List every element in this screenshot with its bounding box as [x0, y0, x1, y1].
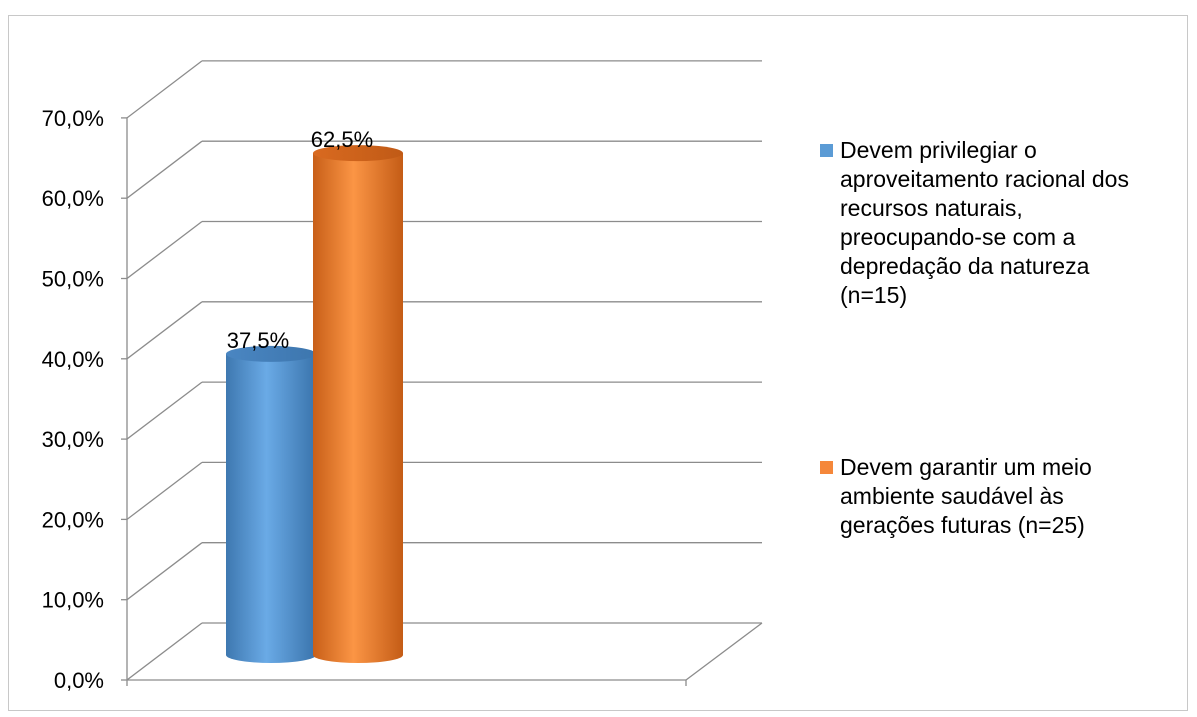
legend-label-series-1: Devem privilegiar o aproveitamento racio…: [840, 137, 1129, 308]
legend-label-series-2: Devem garantir um meio ambiente saudável…: [840, 454, 1092, 538]
floor-edge-right: [685, 622, 763, 681]
grid-line-side-3: [126, 381, 203, 440]
bar-top-0: [226, 345, 316, 362]
legend-item-series-1: Devem privilegiar o aproveitamento racio…: [820, 136, 1160, 310]
y-tick-label-4: 40,0%: [42, 347, 104, 372]
y-tick-label-3: 30,0%: [42, 427, 104, 452]
bars: [226, 145, 403, 663]
bar-blue: [226, 345, 316, 663]
bar-top-1: [313, 145, 403, 162]
y-tick-label-7: 70,0%: [42, 106, 104, 131]
grid-line-side-5: [126, 220, 203, 280]
grid-line-side-2: [126, 461, 203, 520]
y-tick-label-1: 10,0%: [42, 588, 104, 613]
data-label-0: 37,5%: [227, 328, 289, 353]
bar-body-1: [313, 153, 403, 663]
grid-line-side-0: [126, 622, 203, 681]
grid-line-side-6: [126, 140, 203, 199]
y-tick-label-5: 50,0%: [42, 267, 104, 292]
chart-frame: [8, 15, 1188, 711]
axes: [126, 117, 763, 686]
y-tick-label-6: 60,0%: [42, 186, 104, 211]
legend-item-series-2: Devem garantir um meio ambiente saudável…: [820, 453, 1160, 540]
y-tick-label-0: 0,0%: [54, 668, 104, 693]
y-axis-tick-labels: 0,0% 10,0% 20,0% 30,0% 40,0% 50,0% 60,0% 70,0%: [42, 106, 127, 693]
grid-line-side-1: [126, 542, 203, 601]
legend-swatch-blue: [820, 144, 833, 157]
legend-swatch-orange: [820, 461, 833, 474]
grid-line-side-4: [126, 301, 203, 360]
data-labels: 37,5% 62,5%: [227, 127, 373, 353]
bar-orange: [313, 145, 403, 663]
grid-line-side-7: [126, 60, 203, 119]
grid-lines: [126, 60, 762, 681]
bar-body-0: [226, 353, 316, 663]
data-label-1: 62,5%: [311, 127, 373, 152]
y-tick-label-2: 20,0%: [42, 507, 104, 532]
